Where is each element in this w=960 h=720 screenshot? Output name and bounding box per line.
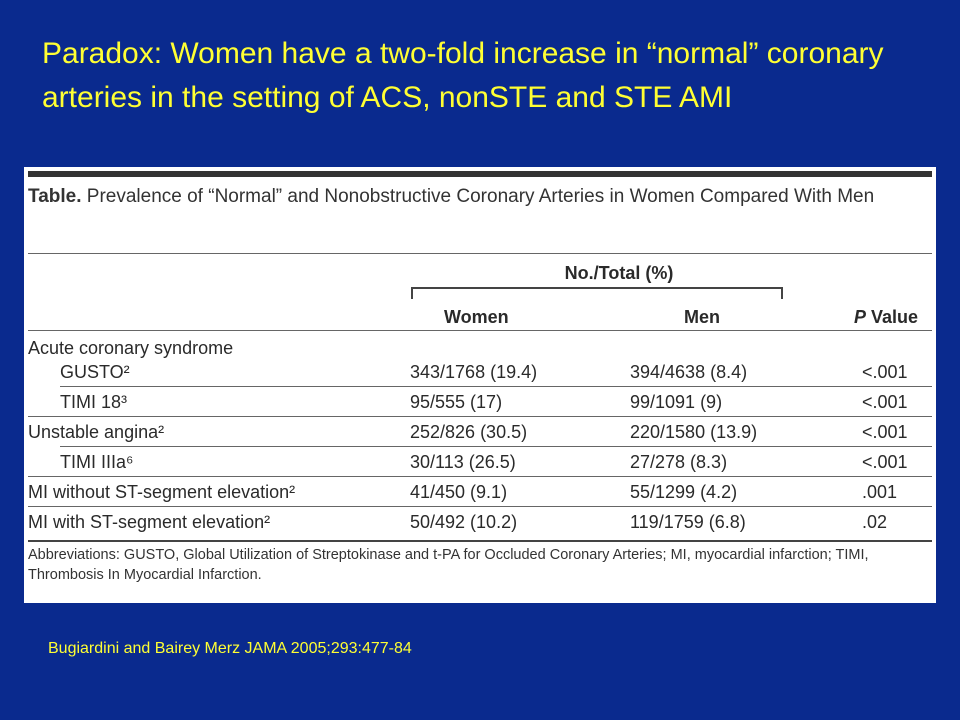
row-label: Unstable angina² [28, 422, 165, 442]
cell-women: 41/450 (9.1) [410, 482, 508, 502]
row-label: MI without ST-segment elevation² [28, 482, 296, 502]
cell-women: 30/113 (26.5) [410, 452, 516, 472]
header-rule [28, 253, 932, 254]
row-label: MI with ST-segment elevation² [28, 512, 271, 532]
cell-men: 99/1091 (9) [630, 392, 723, 412]
slide-title: Paradox: Women have a two-fold increase … [42, 37, 884, 114]
row-label: TIMI IIIa⁶ [60, 452, 134, 472]
column-header-men: Men [684, 307, 720, 327]
cell-p-value: <.001 [862, 422, 908, 442]
table-caption: Table. Prevalence of “Normal” and Nonobs… [28, 185, 928, 209]
citation: Bugiardini and Bairey Merz JAMA 2005;293… [48, 640, 412, 657]
row-label: GUSTO² [60, 362, 130, 382]
p-value-word: Value [866, 307, 919, 327]
group-header: No./Total (%) [564, 263, 674, 283]
p-italic: P [854, 307, 867, 327]
table-caption-text: Prevalence of “Normal” and Nonobstructiv… [81, 186, 875, 207]
table-row: MI with ST-segment elevation² 50/492 (10… [24, 507, 936, 537]
row-divider [60, 386, 932, 387]
table-bottom-rule [28, 540, 932, 542]
row-label: Acute coronary syndrome [28, 338, 234, 358]
cell-p-value: <.001 [862, 362, 908, 382]
table-row: TIMI 18³ 95/555 (17) 99/1091 (9) <.001 [24, 387, 936, 417]
column-header-women: Women [444, 307, 509, 327]
table-row: Acute coronary syndrome [24, 333, 936, 363]
table-row: GUSTO² 343/1768 (19.4) 394/4638 (8.4) <.… [24, 357, 936, 387]
row-divider [28, 506, 932, 507]
row-divider [28, 476, 932, 477]
cell-p-value: <.001 [862, 392, 908, 412]
cell-men: 220/1580 (13.9) [630, 422, 758, 442]
cell-men: 119/1759 (6.8) [630, 512, 746, 532]
column-header-p-value: P Value [854, 307, 918, 328]
cell-women: 252/826 (30.5) [410, 422, 528, 442]
group-bracket [411, 287, 783, 299]
table-row: MI without ST-segment elevation² 41/450 … [24, 477, 936, 507]
row-divider [28, 416, 932, 417]
cell-women: 50/492 (10.2) [410, 512, 518, 532]
row-divider [60, 446, 932, 447]
cell-women: 95/555 (17) [410, 392, 503, 412]
cell-p-value: .001 [862, 482, 898, 502]
cell-men: 55/1299 (4.2) [630, 482, 738, 502]
table-row: Unstable angina² 252/826 (30.5) 220/1580… [24, 417, 936, 447]
table-caption-label: Table. [28, 186, 82, 207]
table-panel: Table. Prevalence of “Normal” and Nonobs… [24, 167, 936, 603]
table-top-rule [28, 171, 932, 177]
row-label: TIMI 18³ [60, 392, 128, 412]
cell-women: 343/1768 (19.4) [410, 362, 538, 382]
table-row: TIMI IIIa⁶ 30/113 (26.5) 27/278 (8.3) <.… [24, 447, 936, 477]
cell-p-value: .02 [862, 512, 888, 532]
cell-p-value: <.001 [862, 452, 908, 472]
cell-men: 27/278 (8.3) [630, 452, 728, 472]
cell-men: 394/4638 (8.4) [630, 362, 748, 382]
column-header-rule [28, 330, 932, 331]
table-footnote: Abbreviations: GUSTO, Global Utilization… [28, 547, 869, 583]
